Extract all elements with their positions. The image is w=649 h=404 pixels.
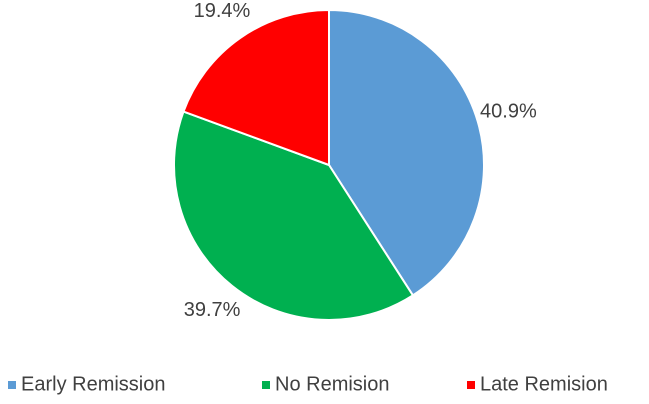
legend-marker xyxy=(262,381,270,389)
pie-slice xyxy=(182,8,330,167)
legend-marker xyxy=(8,381,16,389)
data-label: 40.9% xyxy=(480,101,537,123)
legend-label: No Remision xyxy=(275,373,389,395)
data-label: 19.4% xyxy=(194,0,251,22)
legend-marker xyxy=(467,381,475,389)
pie-slice xyxy=(173,110,415,321)
legend-label: Late Remision xyxy=(480,373,608,395)
legend-label: Early Remission xyxy=(21,373,165,395)
data-label: 39.7% xyxy=(184,299,241,321)
